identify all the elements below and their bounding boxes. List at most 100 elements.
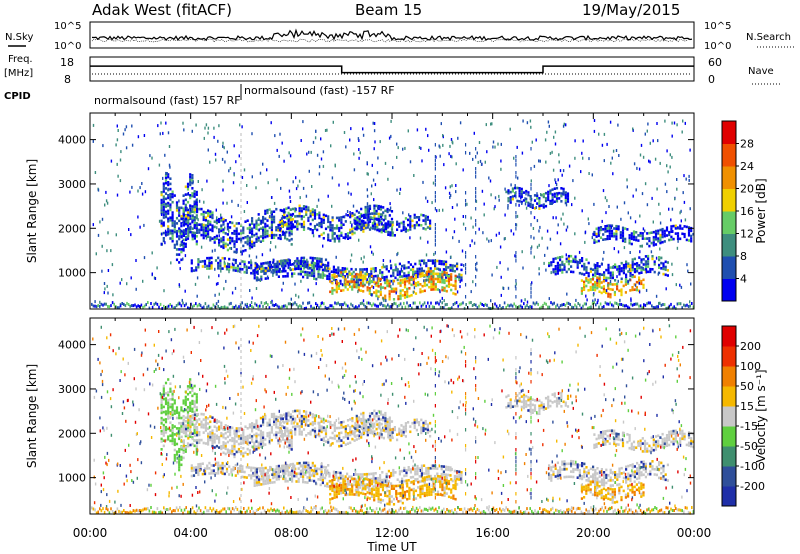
data-cell bbox=[338, 239, 341, 243]
data-cell bbox=[346, 283, 349, 286]
data-cell bbox=[222, 238, 225, 242]
data-cell bbox=[375, 204, 378, 208]
data-cell bbox=[430, 283, 433, 286]
data-cell bbox=[206, 256, 209, 260]
data-cell bbox=[404, 226, 406, 230]
data-cell bbox=[342, 236, 345, 239]
data-cell bbox=[445, 265, 448, 269]
data-cell bbox=[275, 420, 278, 424]
data-cell bbox=[639, 234, 642, 238]
data-cell bbox=[286, 224, 289, 228]
data-cell bbox=[622, 263, 625, 267]
data-cell bbox=[284, 428, 287, 432]
data-cell bbox=[373, 209, 376, 213]
data-cell bbox=[599, 236, 603, 239]
data-cell bbox=[241, 465, 244, 468]
data-cell bbox=[186, 408, 190, 412]
data-cell bbox=[427, 267, 430, 270]
data-cell bbox=[288, 222, 290, 226]
y-tick-label: 4000 bbox=[58, 134, 86, 147]
data-cell bbox=[164, 392, 168, 395]
y-tick-label: 3000 bbox=[58, 178, 86, 191]
data-cell bbox=[233, 306, 235, 309]
data-cell bbox=[593, 233, 596, 237]
data-cell bbox=[178, 450, 181, 454]
data-cell bbox=[316, 303, 319, 307]
data-cell bbox=[366, 207, 369, 211]
data-cell bbox=[357, 286, 360, 289]
data-cell bbox=[407, 218, 410, 222]
data-cell bbox=[215, 426, 218, 430]
y-tick-label: 2000 bbox=[58, 222, 86, 235]
data-cell bbox=[691, 302, 693, 305]
data-cell bbox=[203, 262, 207, 265]
data-cell bbox=[563, 264, 565, 268]
data-cell bbox=[338, 183, 340, 187]
data-cell bbox=[173, 399, 176, 402]
data-cell bbox=[432, 269, 435, 273]
data-cell bbox=[178, 460, 181, 464]
data-cell bbox=[116, 193, 119, 197]
data-cell bbox=[277, 426, 280, 429]
data-cell bbox=[316, 228, 319, 232]
data-cell bbox=[384, 414, 387, 418]
data-cell bbox=[262, 262, 265, 265]
data-cell bbox=[576, 263, 579, 267]
data-cell bbox=[258, 483, 261, 487]
data-cell bbox=[277, 415, 280, 419]
data-cell bbox=[321, 268, 324, 272]
data-cell bbox=[281, 141, 283, 145]
data-cell bbox=[280, 424, 284, 428]
data-cell bbox=[533, 199, 537, 202]
data-cell bbox=[197, 468, 200, 471]
data-cell bbox=[368, 425, 372, 428]
data-cell bbox=[178, 437, 181, 441]
data-cell bbox=[379, 293, 382, 297]
data-cell bbox=[505, 190, 508, 194]
data-cell bbox=[412, 270, 415, 274]
data-cell bbox=[566, 200, 570, 203]
data-cell bbox=[496, 265, 498, 269]
data-cell bbox=[175, 203, 179, 207]
data-cell bbox=[410, 294, 413, 297]
data-cell bbox=[449, 144, 451, 148]
data-cell bbox=[254, 267, 257, 270]
data-cell bbox=[347, 275, 349, 279]
data-cell bbox=[602, 290, 605, 293]
data-cell bbox=[107, 291, 109, 295]
data-cell bbox=[270, 236, 273, 240]
data-cell bbox=[255, 483, 258, 487]
data-cell bbox=[164, 202, 168, 206]
data-cell bbox=[402, 425, 405, 429]
data-cell bbox=[475, 171, 477, 175]
data-cell bbox=[255, 186, 257, 190]
data-cell bbox=[243, 260, 246, 264]
data-cell bbox=[307, 288, 309, 292]
data-cell bbox=[353, 431, 356, 435]
data-cell bbox=[195, 419, 198, 422]
data-cell bbox=[526, 300, 529, 304]
data-cell bbox=[257, 236, 260, 240]
data-cell bbox=[244, 303, 247, 307]
data-cell bbox=[385, 265, 388, 268]
data-cell bbox=[618, 267, 621, 271]
data-cell bbox=[358, 156, 360, 160]
data-cell bbox=[371, 424, 374, 427]
data-cell bbox=[322, 426, 325, 429]
data-cell bbox=[231, 221, 234, 225]
data-cell bbox=[186, 411, 190, 414]
data-cell bbox=[404, 230, 407, 233]
data-cell bbox=[290, 419, 293, 423]
data-cell bbox=[288, 228, 291, 232]
data-cell bbox=[383, 276, 386, 279]
data-cell bbox=[412, 265, 415, 269]
data-cell bbox=[220, 432, 223, 435]
data-cell bbox=[373, 430, 376, 433]
data-cell bbox=[333, 437, 336, 440]
data-cell bbox=[308, 169, 310, 173]
data-cell bbox=[524, 298, 526, 302]
data-cell bbox=[324, 227, 328, 231]
data-cell bbox=[191, 231, 194, 234]
data-cell bbox=[258, 480, 261, 484]
